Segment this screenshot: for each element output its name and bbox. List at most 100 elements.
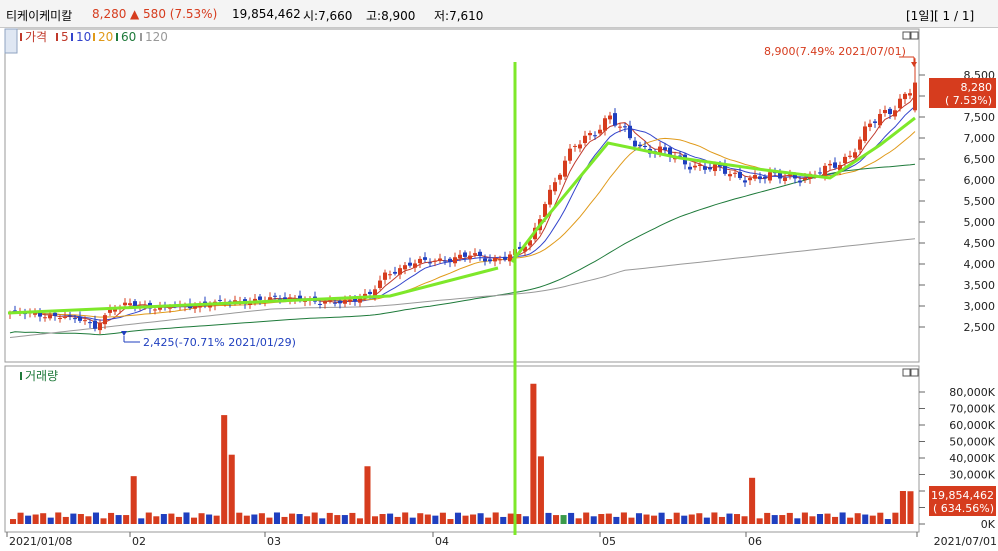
- candle-body: [523, 246, 527, 252]
- open-price: 시:7,660: [303, 9, 353, 23]
- volume-tick-label: 80,000K: [949, 386, 995, 399]
- candle-body: [633, 140, 637, 147]
- candle-body: [133, 301, 137, 307]
- candle-body: [548, 189, 552, 205]
- volume-bar: [590, 516, 597, 524]
- close-icon[interactable]: [910, 368, 919, 377]
- volume-bar: [17, 512, 24, 524]
- volume-bar: [854, 513, 861, 524]
- volume-bar: [258, 513, 265, 524]
- candle-body: [643, 145, 647, 147]
- volume-bar: [266, 517, 273, 524]
- candle-body: [343, 300, 347, 304]
- volume-bar: [10, 519, 17, 524]
- candle-body: [168, 307, 172, 309]
- candle-body: [608, 115, 612, 120]
- candle-body: [273, 295, 277, 297]
- candle-body: [473, 253, 477, 255]
- period-selector[interactable]: [1일][ 1 / 1]: [906, 9, 975, 23]
- candle-body: [488, 259, 492, 262]
- close-icon[interactable]: [910, 31, 919, 40]
- volume-bar: [70, 513, 77, 524]
- volume-bar: [839, 512, 846, 524]
- candle-body: [678, 155, 682, 157]
- trade-volume: 19,854,462: [232, 7, 301, 21]
- candle-body: [823, 165, 827, 176]
- candle-body: [598, 129, 602, 134]
- volume-bar: [892, 512, 899, 524]
- candle-body: [193, 306, 197, 309]
- candle-body: [838, 164, 842, 171]
- volume-bar: [628, 517, 635, 524]
- volume-bar: [311, 512, 318, 524]
- candle-body: [743, 180, 747, 183]
- candle-body: [268, 297, 272, 300]
- candle-body: [438, 258, 442, 261]
- candle-body: [503, 256, 507, 260]
- volume-bar: [756, 518, 763, 524]
- current-price-label: 8,280: [961, 81, 993, 94]
- high-price: 고:8,900: [366, 9, 416, 23]
- volume-bar: [847, 517, 854, 524]
- candle-body: [348, 299, 352, 302]
- candle-body: [328, 300, 332, 302]
- volume-bar: [108, 512, 115, 524]
- volume-bar: [507, 513, 514, 524]
- candle-body: [713, 164, 717, 172]
- volume-bar: [153, 516, 160, 524]
- candle-body: [288, 297, 292, 300]
- volume-tick-label: 50,000K: [949, 436, 995, 449]
- candle-body: [658, 146, 662, 155]
- candle-body: [848, 155, 852, 157]
- volume-bar: [296, 514, 303, 524]
- candle-body: [843, 156, 847, 164]
- volume-bar: [402, 512, 409, 524]
- candle-body: [618, 126, 622, 128]
- candle-body: [78, 316, 82, 321]
- volume-bar: [40, 513, 47, 524]
- candle-body: [293, 298, 297, 300]
- volume-tick-label: 30,000K: [949, 469, 995, 482]
- candle-body: [73, 318, 77, 320]
- maximize-icon[interactable]: [902, 31, 911, 40]
- candle-body: [748, 178, 752, 181]
- volume-bar: [228, 454, 235, 524]
- volume-bar: [741, 516, 748, 524]
- volume-bar: [794, 518, 801, 524]
- candle-body: [368, 291, 372, 295]
- volume-legend: 거래량: [20, 369, 58, 383]
- volume-bar: [643, 514, 650, 524]
- volume-bar: [515, 514, 522, 524]
- volume-bar: [304, 516, 311, 524]
- volume-bar: [809, 516, 816, 524]
- volume-bar: [884, 519, 891, 524]
- candle-body: [763, 176, 767, 179]
- volume-bar: [470, 514, 477, 524]
- legend-ma5: 5: [61, 30, 69, 44]
- volume-bar: [711, 512, 718, 524]
- candle-body: [218, 299, 222, 301]
- panel-toggle-icon[interactable]: [4, 28, 18, 54]
- volume-bar: [115, 515, 122, 524]
- volume-bar: [198, 513, 205, 524]
- volume-bar: [326, 512, 333, 524]
- trend-lines: [7, 62, 916, 535]
- candle-body: [833, 162, 837, 168]
- candle-body: [333, 302, 337, 304]
- maximize-icon[interactable]: [902, 368, 911, 377]
- candle-body: [638, 144, 642, 147]
- max-price-annotation: 8,900(7.49% 2021/07/01): [764, 45, 917, 67]
- volume-bar: [424, 514, 431, 524]
- volume-bar: [877, 512, 884, 524]
- candle-body: [778, 170, 782, 179]
- volume-bar: [734, 514, 741, 524]
- candle-body: [803, 177, 807, 181]
- price-tick-label: 7,500: [964, 111, 996, 124]
- volume-bar: [439, 512, 446, 524]
- candle-body: [863, 126, 867, 141]
- candle-body: [283, 297, 287, 300]
- volume-bar: [409, 517, 416, 524]
- candle-body: [403, 265, 407, 270]
- volume-bar: [613, 516, 620, 524]
